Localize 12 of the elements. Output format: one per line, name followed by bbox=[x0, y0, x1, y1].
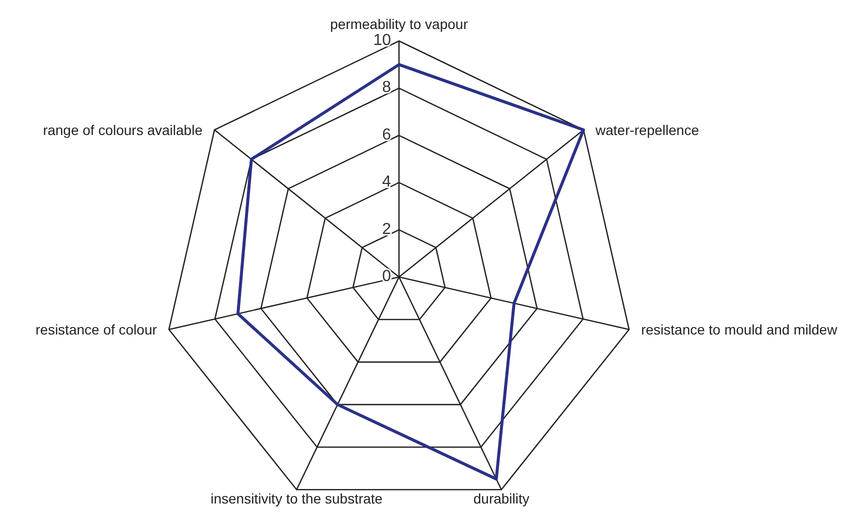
spoke-label: durability bbox=[473, 490, 530, 507]
y-tick-label: 4 bbox=[382, 174, 392, 191]
y-tick-label: 8 bbox=[382, 79, 392, 96]
spoke-label: resistance to mould and mildew bbox=[641, 322, 838, 338]
spoke-label: range of colours available bbox=[42, 122, 203, 138]
spoke-label: permeability to vapour bbox=[330, 16, 468, 32]
y-tick-label: 10 bbox=[373, 32, 392, 49]
y-tick-label: 2 bbox=[382, 220, 392, 238]
spoke-label: insensitivity to the substrate bbox=[210, 490, 383, 507]
spoke-label: resistance of colour bbox=[36, 322, 158, 338]
spoke-label: water-repellence bbox=[594, 122, 700, 138]
y-tick-label: 6 bbox=[382, 126, 392, 144]
